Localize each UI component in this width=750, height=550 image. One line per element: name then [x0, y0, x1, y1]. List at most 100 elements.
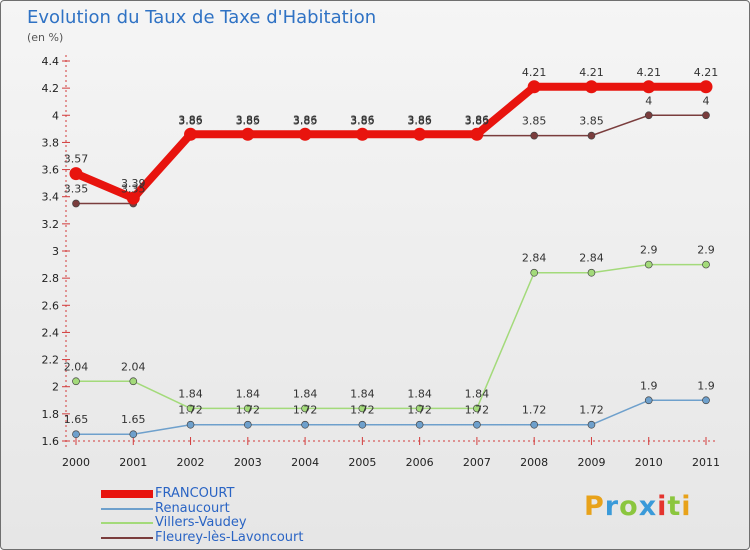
series-point-0 — [298, 127, 312, 141]
logo-letter: P — [584, 491, 605, 522]
data-label: 3.35 — [121, 183, 146, 196]
data-label: 3.85 — [178, 115, 203, 128]
series-point-2 — [72, 377, 80, 386]
data-label: 3.86 — [236, 113, 261, 126]
data-label: 1.9 — [697, 379, 715, 392]
y-tick-label: 2.8 — [42, 272, 60, 285]
y-tick-label: 1.6 — [42, 435, 60, 448]
series-point-1 — [702, 396, 710, 405]
series-line-1 — [76, 399, 706, 435]
x-tick-label: 2002 — [177, 456, 205, 469]
data-label: 3.86 — [407, 113, 432, 126]
series-point-0 — [584, 80, 598, 94]
data-label: 2.84 — [579, 252, 604, 265]
x-tick-label: 2007 — [463, 456, 491, 469]
series-point-0 — [642, 80, 656, 94]
y-tick-label: 3.4 — [42, 191, 60, 204]
data-label: 1.84 — [178, 387, 203, 400]
series-point-1 — [530, 420, 539, 429]
series-point-1 — [473, 420, 481, 429]
series-point-1 — [129, 430, 138, 439]
series-line-2 — [76, 263, 706, 410]
x-tick-label: 2003 — [234, 456, 262, 469]
legend-label: Fleurey-lès-Lavoncourt — [155, 529, 304, 545]
x-tick-label: 2011 — [692, 456, 720, 469]
y-tick-label: 3 — [52, 245, 59, 258]
series-point-2 — [587, 268, 596, 277]
logo-letter: i — [657, 491, 668, 522]
series-point-0 — [126, 191, 140, 205]
series-point-2 — [702, 260, 710, 269]
data-label: 2.04 — [64, 360, 89, 373]
data-label: 3.85 — [579, 115, 604, 128]
data-label: 4.21 — [522, 66, 547, 79]
x-tick-label: 2010 — [635, 456, 663, 469]
series-point-2 — [243, 404, 252, 413]
data-label: 3.85 — [350, 115, 375, 128]
data-label: 3.86 — [465, 113, 490, 126]
series-point-1 — [415, 420, 424, 429]
data-label: 3.57 — [64, 153, 89, 166]
y-tick-label: 4.2 — [42, 82, 60, 95]
x-tick-label: 2000 — [62, 456, 90, 469]
data-label: 3.85 — [522, 115, 547, 128]
series-point-0 — [241, 127, 255, 141]
series-point-2 — [301, 404, 309, 413]
legend-swatch — [101, 507, 153, 510]
series-point-1 — [186, 420, 195, 429]
data-label: 1.65 — [64, 413, 89, 426]
data-label: 4.21 — [636, 66, 661, 79]
y-tick-label: 4.4 — [42, 55, 60, 68]
data-label: 4.21 — [579, 66, 604, 79]
series-point-3 — [702, 111, 710, 120]
series-point-3 — [644, 111, 653, 120]
series-point-3 — [72, 199, 80, 208]
data-label: 3.86 — [350, 113, 375, 126]
series-point-2 — [186, 404, 195, 413]
proxiti-logo: Proxiti — [584, 491, 692, 522]
x-tick-label: 2009 — [577, 456, 605, 469]
series-point-0 — [699, 80, 713, 94]
series-point-2 — [644, 260, 653, 269]
data-label: 4 — [645, 94, 652, 107]
data-label: 3.85 — [293, 115, 318, 128]
chart-title: Evolution du Taux de Taxe d'Habitation — [27, 7, 377, 28]
series-point-0 — [184, 127, 198, 141]
data-label: 1.84 — [236, 387, 261, 400]
logo-letter: x — [638, 491, 658, 522]
x-tick-label: 2001 — [119, 456, 147, 469]
logo-letter: t — [667, 491, 682, 522]
legend-swatch — [101, 490, 153, 498]
chart-subtitle: (en %) — [27, 31, 64, 44]
data-label: 1.9 — [640, 379, 658, 392]
data-label: 2.84 — [522, 252, 547, 265]
data-label: 4.21 — [694, 66, 719, 79]
legend-label: FRANCOURT — [155, 486, 235, 501]
data-label: 4 — [703, 94, 710, 107]
series-point-1 — [358, 420, 367, 429]
logo-letter: o — [619, 491, 639, 522]
y-tick-label: 1.8 — [42, 408, 60, 421]
x-tick-label: 2004 — [291, 456, 319, 469]
series-line-0 — [74, 82, 706, 203]
series-point-0 — [470, 127, 484, 141]
data-label: 1.72 — [178, 404, 203, 417]
series-point-1 — [644, 396, 653, 405]
data-label: 3.85 — [236, 115, 261, 128]
y-tick-label: 3.2 — [42, 218, 60, 231]
logo-letter: i — [681, 491, 692, 522]
data-label: 1.72 — [236, 404, 261, 417]
x-tick-label: 2008 — [520, 456, 548, 469]
x-tick-label: 2005 — [348, 456, 376, 469]
logo-letter: r — [604, 491, 620, 522]
data-label: 3.85 — [407, 115, 432, 128]
data-label: 1.72 — [522, 404, 547, 417]
series-point-0 — [413, 127, 427, 141]
series-point-2 — [473, 404, 481, 413]
y-tick-label: 2.4 — [42, 326, 60, 339]
series-point-1 — [72, 430, 80, 439]
data-label: 1.72 — [350, 404, 375, 417]
data-label: 3.86 — [293, 113, 318, 126]
data-label: 3.39 — [121, 177, 146, 190]
y-tick-label: 2.2 — [42, 354, 60, 367]
